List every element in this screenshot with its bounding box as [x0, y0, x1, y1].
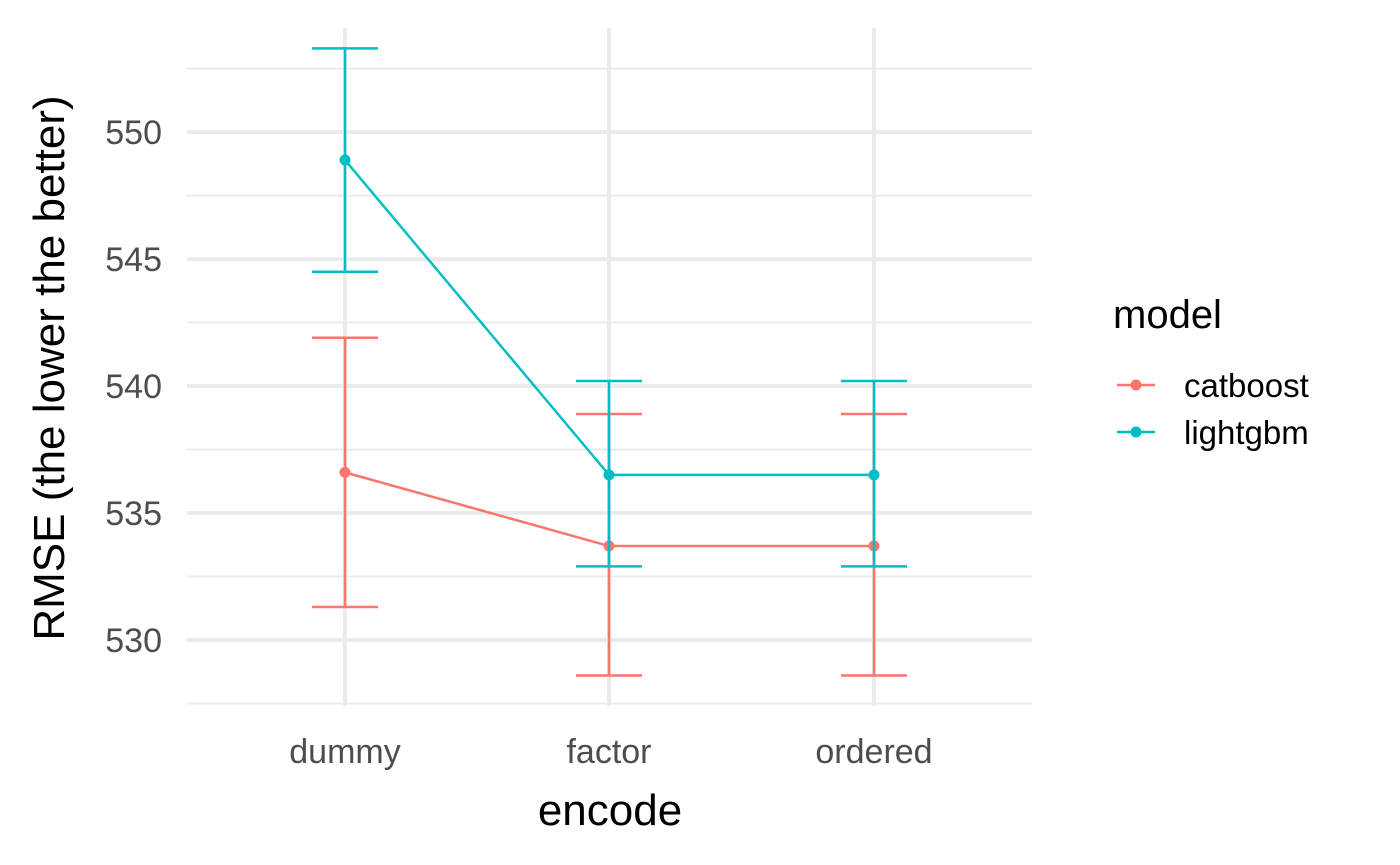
y-tick-label: 530 — [105, 622, 162, 660]
legend-key-catboost — [1117, 379, 1155, 391]
y-tick-label: 535 — [105, 495, 162, 533]
data-point — [868, 469, 880, 481]
data-point — [603, 469, 615, 481]
x-axis-title: encode — [538, 786, 682, 835]
legend-key-lightgbm — [1117, 426, 1155, 438]
axes: 530 535 540 545 550 dummy factor ordered — [105, 114, 932, 771]
y-tick-label: 545 — [105, 241, 162, 279]
series-lightgbm — [312, 47, 907, 568]
legend-key-point — [1130, 379, 1142, 391]
x-tick-label: factor — [566, 733, 651, 771]
data-point — [339, 154, 351, 166]
legend-key-point — [1130, 426, 1142, 438]
legend: model catboost lightgbm — [1113, 293, 1309, 451]
legend-label: catboost — [1184, 367, 1309, 404]
y-tick-label: 540 — [105, 368, 162, 406]
legend-label: lightgbm — [1184, 414, 1309, 451]
y-axis-title: RMSE (the lower the better) — [25, 95, 74, 640]
x-tick-label: ordered — [815, 733, 932, 771]
plot-data — [312, 47, 907, 677]
y-tick-label: 550 — [105, 114, 162, 152]
data-point — [339, 466, 351, 478]
x-tick-label: dummy — [289, 733, 400, 771]
legend-title: model — [1113, 293, 1222, 337]
